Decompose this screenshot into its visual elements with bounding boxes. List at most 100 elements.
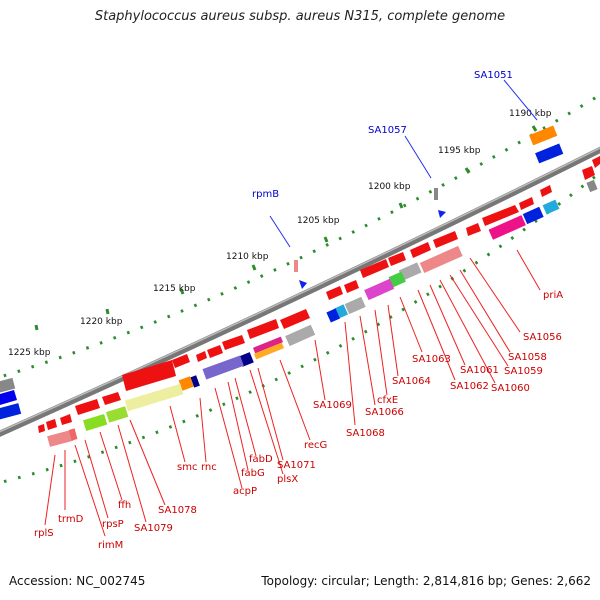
gene-label[interactable]: SA1078 (158, 505, 197, 516)
ruler-tick (251, 264, 257, 271)
gene-label[interactable]: rpmB (252, 189, 279, 200)
gene-label[interactable]: SA1060 (491, 383, 530, 394)
gene-label[interactable]: fabD (249, 454, 273, 465)
gene-feature (482, 205, 519, 226)
ruler-tick (398, 202, 404, 209)
gene-feature (280, 309, 310, 329)
leader-line (74, 444, 106, 537)
gene-label[interactable]: SA1064 (392, 376, 431, 387)
leader-line (234, 377, 257, 457)
gene-feature (38, 424, 45, 433)
gene-label[interactable]: trmD (58, 514, 84, 525)
gene-feature (75, 399, 100, 415)
cog-block (285, 324, 316, 347)
leader-line (99, 431, 123, 501)
cog-block (542, 199, 560, 215)
gene-label[interactable]: rpsP (102, 519, 124, 530)
gene-label[interactable]: priA (543, 290, 563, 301)
ruler-tick (323, 236, 329, 243)
genome-backbone-highlight (0, 147, 600, 433)
gene-feature (0, 390, 17, 405)
gene-label[interactable]: SA1056 (523, 332, 562, 343)
cog-block (522, 206, 544, 225)
gene-label[interactable]: SA1058 (508, 352, 547, 363)
ruler-tick (105, 308, 110, 315)
gene-feature (247, 319, 279, 339)
gene-label[interactable]: plsX (277, 474, 298, 485)
leader-line (449, 274, 509, 367)
cog-block (0, 403, 22, 420)
gene-label[interactable]: recG (304, 440, 327, 451)
gene-label[interactable]: smc (177, 462, 197, 473)
ruler-label: 1190 kbp (509, 109, 552, 119)
cog-block (535, 143, 564, 164)
leader-line (399, 296, 423, 353)
gene-feature (433, 231, 458, 248)
leader-line (214, 387, 243, 489)
gene-label[interactable]: SA1079 (134, 523, 173, 534)
gene-feature (102, 392, 121, 405)
ruler-label: 1200 kbp (368, 182, 411, 192)
cog-block (586, 179, 598, 193)
ruler-tick (34, 324, 39, 331)
gene-feature (582, 166, 595, 180)
leader-line (44, 454, 56, 526)
cog-block (488, 215, 526, 240)
gene-label[interactable]: SA1068 (346, 428, 385, 439)
leader-line (387, 304, 399, 377)
cog-block (0, 377, 16, 394)
leader-line (227, 381, 249, 471)
cog-block (253, 342, 285, 360)
cog-block (326, 308, 341, 323)
gene-label[interactable]: acpP (233, 486, 257, 497)
gene-feature (326, 286, 343, 300)
cog-block (47, 430, 74, 447)
gene-feature (466, 223, 481, 236)
cog-block (68, 428, 78, 441)
gene-feature (46, 419, 57, 430)
gene-label[interactable]: SA1051 (474, 70, 513, 81)
leader-line (359, 315, 376, 406)
ruler-ticks (34, 125, 538, 331)
leader-line (344, 321, 356, 426)
ruler-tick (531, 125, 538, 132)
gene-label[interactable]: SA1063 (412, 354, 451, 365)
gene-label[interactable]: rimM (98, 540, 123, 551)
gene-feature (388, 252, 406, 266)
cog-block (388, 271, 406, 288)
ruler-label: 1215 kbp (153, 284, 196, 294)
leader-line (84, 439, 109, 519)
ruler-label: 1225 kbp (8, 348, 51, 358)
leader-line (404, 135, 432, 179)
gene-label[interactable]: SA1057 (368, 125, 407, 136)
genome-summary-text: Topology: circular; Length: 2,814,816 bp… (261, 574, 591, 588)
gene-label[interactable]: SA1069 (313, 400, 352, 411)
cog-block (398, 262, 422, 281)
gene-label[interactable]: SA1071 (277, 460, 316, 471)
cog-block (105, 406, 129, 423)
gene-label[interactable]: rplS (34, 528, 54, 539)
gene-feature (410, 242, 431, 258)
gene-label[interactable]: SA1066 (365, 407, 404, 418)
gene-label[interactable]: SA1061 (460, 365, 499, 376)
gene-label[interactable]: rnc (201, 462, 217, 473)
cog-block (294, 260, 298, 272)
cog-block (434, 188, 438, 200)
cog-block (83, 414, 108, 431)
gene-feature (122, 360, 176, 391)
gene-feature (222, 335, 245, 350)
gene-label[interactable]: fabG (241, 468, 265, 479)
gene-label[interactable]: cfxE (377, 395, 398, 406)
cog-track (0, 125, 598, 447)
gene-label[interactable]: SA1062 (450, 381, 489, 392)
accession-text: Accession: NC_002745 (9, 574, 146, 588)
leader-line (516, 249, 541, 291)
leader-line (469, 257, 521, 333)
leader-line (257, 367, 284, 461)
leader-line (314, 339, 326, 401)
ruler-label: 1195 kbp (438, 146, 481, 156)
gene-label[interactable]: ffh (118, 500, 131, 511)
leader-line (117, 424, 147, 523)
gene-label[interactable]: SA1059 (504, 366, 543, 377)
